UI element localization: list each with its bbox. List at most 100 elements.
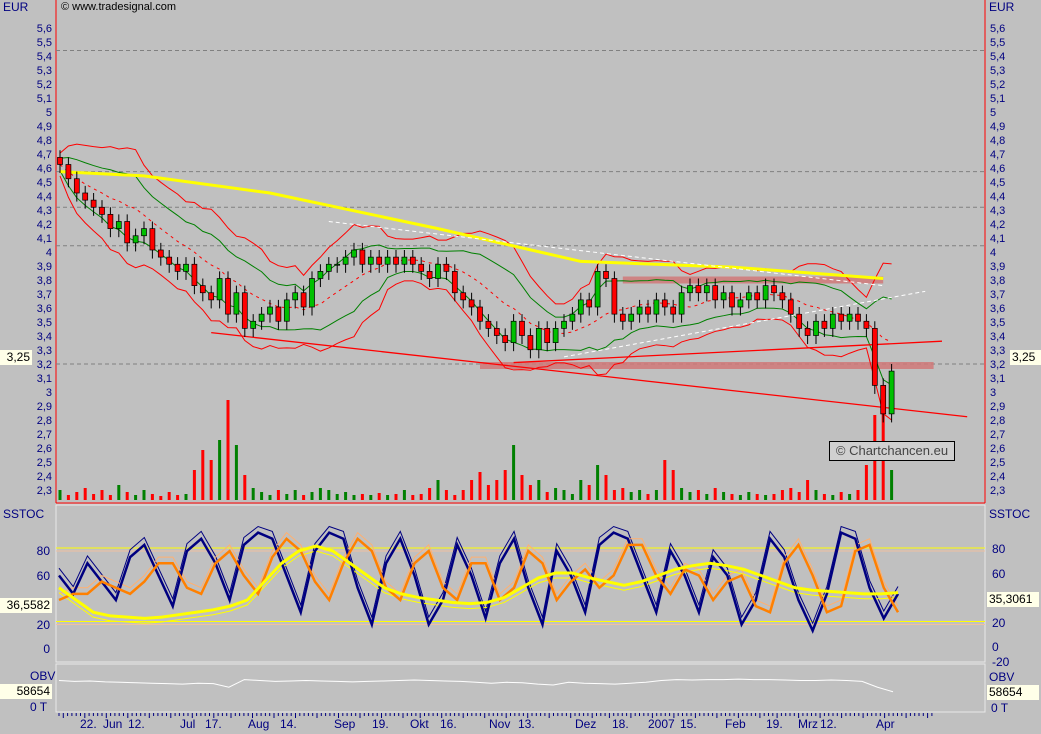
sstoc-tick-right: 60 <box>992 566 1006 581</box>
volume-bar <box>444 490 448 500</box>
volume-bar <box>369 495 373 500</box>
candle-body <box>569 313 576 322</box>
price-tick-label: 5,5 <box>36 37 52 49</box>
candle-body <box>670 306 677 315</box>
volume-bar <box>218 440 222 500</box>
volume-bar <box>738 495 742 500</box>
volume-bar <box>234 445 238 500</box>
candle-body <box>57 157 63 165</box>
volume-bar <box>587 485 591 500</box>
volume-bar <box>310 492 314 500</box>
candle-body <box>720 292 727 301</box>
volume-bar <box>780 490 784 500</box>
candle-body <box>619 313 626 322</box>
volume-bar <box>612 490 616 500</box>
candle-body <box>82 192 89 201</box>
price-tick-label: 5,6 <box>990 23 1006 35</box>
price-tick-label: 3,9 <box>36 261 52 273</box>
candle-body <box>527 335 534 351</box>
stoch-k-line <box>58 530 900 634</box>
candle-body <box>435 263 441 279</box>
candle-body <box>754 292 761 301</box>
volume-bar <box>545 492 549 500</box>
trendline <box>211 332 968 418</box>
price-tick-label: 4,1 <box>36 233 52 245</box>
candle-body <box>325 263 332 272</box>
candle-body <box>393 256 399 265</box>
sstoc-tick-right: 20 <box>992 615 1006 630</box>
volume-bar <box>436 480 440 500</box>
volume-bar <box>646 494 650 500</box>
white-trend-upper <box>328 221 884 287</box>
candle-body <box>334 263 341 266</box>
candle-body <box>838 313 845 322</box>
volume-bar <box>192 470 196 500</box>
volume-bar <box>537 480 541 500</box>
price-tick-label: 2,9 <box>36 401 52 413</box>
volume-bar <box>486 485 490 500</box>
volume-bar <box>654 490 658 500</box>
candle-body <box>552 328 559 343</box>
price-tick-label: 3,3 <box>36 345 52 357</box>
candle-body <box>737 299 744 308</box>
volume-bar <box>377 493 381 500</box>
price-tick-label: 5,4 <box>990 51 1006 63</box>
candle-body <box>804 328 811 336</box>
candle-body <box>141 228 147 237</box>
price-tick-label: 5 <box>990 107 997 119</box>
volume-bar <box>327 490 331 500</box>
candle-body <box>829 313 836 329</box>
candle-body <box>586 299 593 308</box>
price-tick-label: 3 <box>45 387 52 399</box>
candle-body <box>166 256 173 265</box>
watermark: © Chartchancen.eu <box>829 441 955 461</box>
sstoc-panel <box>55 504 986 663</box>
candle-body <box>594 271 601 308</box>
volume-bar <box>402 490 406 500</box>
candle-body <box>468 299 475 308</box>
stoch-d-line <box>58 536 900 614</box>
candle-body <box>611 278 618 315</box>
candle-body <box>846 313 853 322</box>
sstoc-tick-left: 80 <box>36 544 50 558</box>
candle-body <box>762 285 769 301</box>
price-tick-label: 5,5 <box>990 37 1006 49</box>
obv-title-right: OBV <box>989 670 1015 684</box>
volume-bar <box>461 490 465 500</box>
volume-bar <box>470 480 474 500</box>
candle-body <box>535 328 542 351</box>
price-tick-label: 5 <box>45 107 52 119</box>
candle-body <box>485 320 492 329</box>
volume-bar <box>478 472 482 500</box>
price-tick-label: 2,5 <box>36 457 52 469</box>
price-tick-label: 2,6 <box>36 443 52 455</box>
candle-body <box>384 256 391 265</box>
time-axis-label: 2007 <box>648 717 675 731</box>
obv-tick-left: 0 T <box>30 700 48 714</box>
price-tick-label: 4,3 <box>36 205 52 217</box>
candle-body <box>233 292 240 315</box>
stoch-signal-fast <box>58 550 899 624</box>
price-tick-label: 2,8 <box>990 415 1006 427</box>
price-tick-label: 5,1 <box>990 93 1006 105</box>
sstoc-tick-right: 0 <box>992 640 999 654</box>
candle-body <box>636 306 643 315</box>
moving-average-line <box>59 170 884 280</box>
candle-body <box>73 178 80 194</box>
volume-bar <box>596 465 600 500</box>
price-tick-label: 4,8 <box>36 135 52 147</box>
candle-body <box>124 221 131 244</box>
volume-bar <box>520 475 524 500</box>
volume-bar <box>621 488 625 500</box>
price-tick-label: 4,9 <box>36 121 52 133</box>
price-tick-label: 4,6 <box>990 163 1006 175</box>
price-zone <box>622 276 884 284</box>
candle-body <box>376 256 383 265</box>
candle-body <box>107 214 114 229</box>
price-current-left: 3,25 <box>0 350 32 365</box>
time-axis-label: Aug <box>248 717 270 731</box>
volume-bar <box>318 488 322 500</box>
volume-bar <box>705 494 709 500</box>
volume-bar <box>142 490 146 500</box>
candle-body <box>115 221 122 229</box>
